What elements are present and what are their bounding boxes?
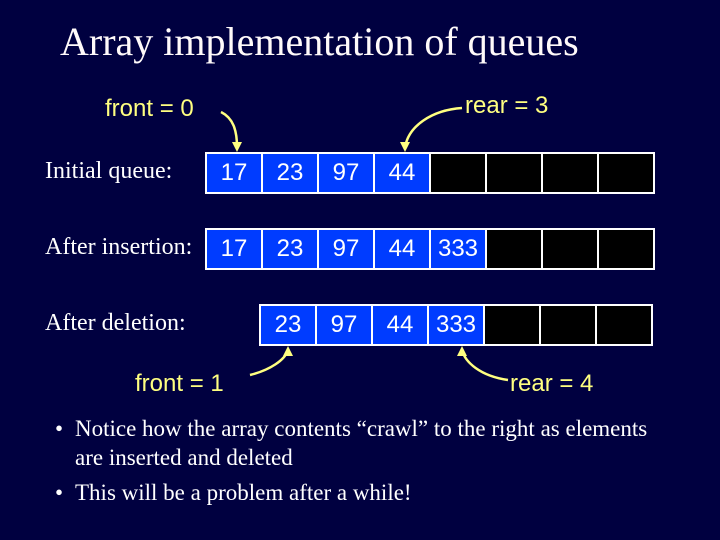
bullet-list: Notice how the array contents “crawl” to… (55, 415, 675, 513)
bullet-item: Notice how the array contents “crawl” to… (55, 415, 675, 473)
bullet-item: This will be a problem after a while! (55, 479, 675, 508)
